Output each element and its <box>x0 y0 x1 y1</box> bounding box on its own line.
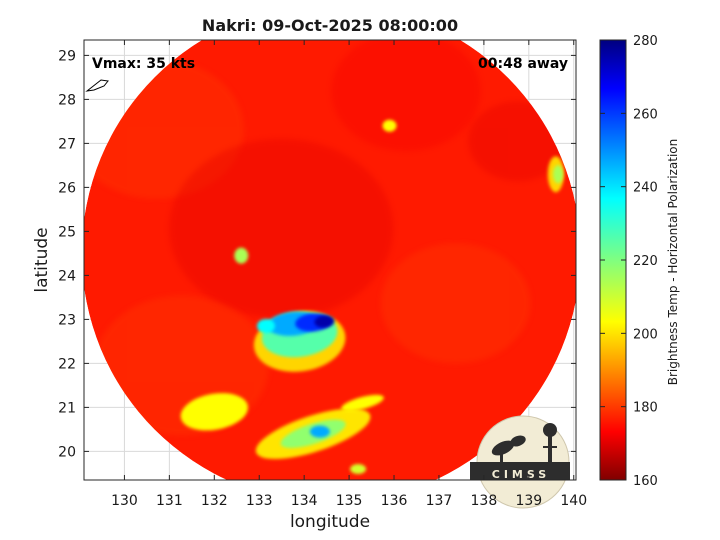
y-tick-label: 20 <box>58 444 76 460</box>
x-tick-label: 132 <box>201 493 228 509</box>
edge-cell-core <box>553 165 564 184</box>
rainband-core <box>309 425 330 438</box>
colorbar: 160 180 200 220 240 260 280 Brightness Temp - … <box>599 34 680 489</box>
rainband-west <box>180 393 248 431</box>
colorbar-tick-label: 220 <box>633 254 658 269</box>
rainband-arm <box>341 394 384 412</box>
colorbar-ticks: 160 180 200 220 240 260 280 <box>600 34 658 489</box>
y-tick-label: 27 <box>58 136 76 152</box>
island-outline <box>85 79 109 92</box>
logo-text: CIMSS <box>492 468 550 481</box>
x-tick-label: 139 <box>515 493 542 509</box>
chart-title: Nakri: 09-Oct-2025 08:00:00 <box>202 16 458 35</box>
x-axis: 130 131 132 133 134 135 136 137 138 139 140 <box>111 40 587 509</box>
convection-core-dark <box>314 315 335 328</box>
x-tick-label: 138 <box>471 493 498 509</box>
x-tick-label: 134 <box>291 493 318 509</box>
x-tick-label: 140 <box>560 493 587 509</box>
cell <box>234 247 249 264</box>
vmax-label: Vmax: 35 kts <box>92 56 195 72</box>
colorbar-tick-label: 240 <box>633 181 658 196</box>
time-away-label: 00:48 away <box>478 56 568 72</box>
convection-west <box>256 319 275 333</box>
colorbar-label: Brightness Temp - Horizontal Polarizatio… <box>666 139 680 386</box>
cell <box>382 119 397 132</box>
swath-texture <box>380 243 531 364</box>
x-tick-label: 133 <box>246 493 273 509</box>
rainband-south-cell <box>350 464 367 474</box>
colorbar-tick-label: 200 <box>633 327 658 342</box>
y-tick-label: 29 <box>58 48 76 64</box>
x-tick-label: 136 <box>381 493 408 509</box>
y-tick-label: 28 <box>58 92 76 108</box>
swath-texture <box>331 40 481 152</box>
y-tick-label: 22 <box>58 356 76 372</box>
y-axis: 20 21 22 23 24 25 26 27 28 29 <box>58 48 576 460</box>
swath-texture <box>169 138 394 319</box>
swath-image <box>84 40 576 480</box>
y-tick-label: 21 <box>58 400 76 416</box>
x-tick-label: 131 <box>156 493 183 509</box>
y-tick-label: 24 <box>58 268 76 284</box>
swath-content <box>84 40 576 480</box>
colorbar-tick-label: 180 <box>633 401 658 416</box>
y-tick-label: 23 <box>58 312 76 328</box>
x-tick-label: 137 <box>426 493 453 509</box>
cimss-logo: CIMSS <box>470 415 570 509</box>
y-tick-label: 25 <box>58 224 76 240</box>
colorbar-tick-label: 260 <box>633 107 658 122</box>
colorbar-tick-label: 280 <box>633 34 658 49</box>
colorbar-tick-label: 160 <box>633 474 658 489</box>
plot-area: CIMSS Vmax: 35 kts 00:48 away 130 131 132 1… <box>58 39 587 509</box>
axes-frame <box>83 39 577 481</box>
y-tick-label: 26 <box>58 180 76 196</box>
x-tick-label: 135 <box>336 493 363 509</box>
x-axis-label: longitude <box>290 512 370 532</box>
y-axis-label: latitude <box>32 227 52 292</box>
x-tick-label: 130 <box>111 493 138 509</box>
